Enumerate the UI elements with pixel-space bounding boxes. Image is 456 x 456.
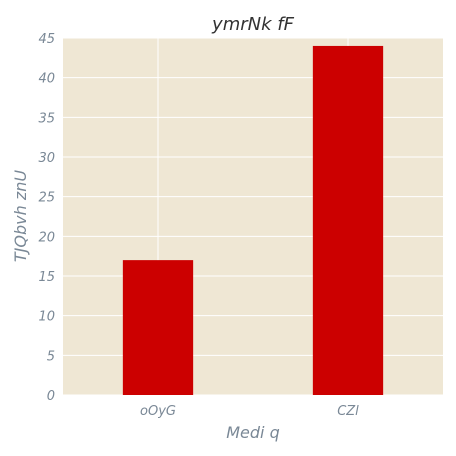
y-tick-label: 15 xyxy=(38,270,55,285)
y-tick-label: 25 xyxy=(38,191,55,206)
bar-oOyG xyxy=(122,260,194,395)
y-tick-labels: 0 5 10 15 20 25 30 35 40 45 xyxy=(38,32,55,404)
y-tick-label: 10 xyxy=(38,310,55,325)
y-axis-label: TJQbvh znU xyxy=(11,170,30,262)
plot-background xyxy=(63,38,443,395)
y-tick-label: 45 xyxy=(38,32,55,47)
chart-title: ymrNk fF xyxy=(211,14,295,35)
y-tick-label: 0 xyxy=(47,389,55,404)
bars xyxy=(122,45,384,395)
y-tick-label: 5 xyxy=(47,349,55,364)
y-tick-label: 30 xyxy=(38,151,55,166)
x-tick-labels: oOyG CZl xyxy=(140,404,359,419)
y-tick-label: 40 xyxy=(38,72,55,87)
bar-CZl xyxy=(312,45,384,395)
x-tick-label: CZl xyxy=(337,404,359,419)
y-tick-label: 20 xyxy=(38,230,55,245)
x-axis-label: Medi q xyxy=(226,423,280,442)
x-tick-label: oOyG xyxy=(140,404,176,419)
y-tick-label: 35 xyxy=(38,111,55,126)
